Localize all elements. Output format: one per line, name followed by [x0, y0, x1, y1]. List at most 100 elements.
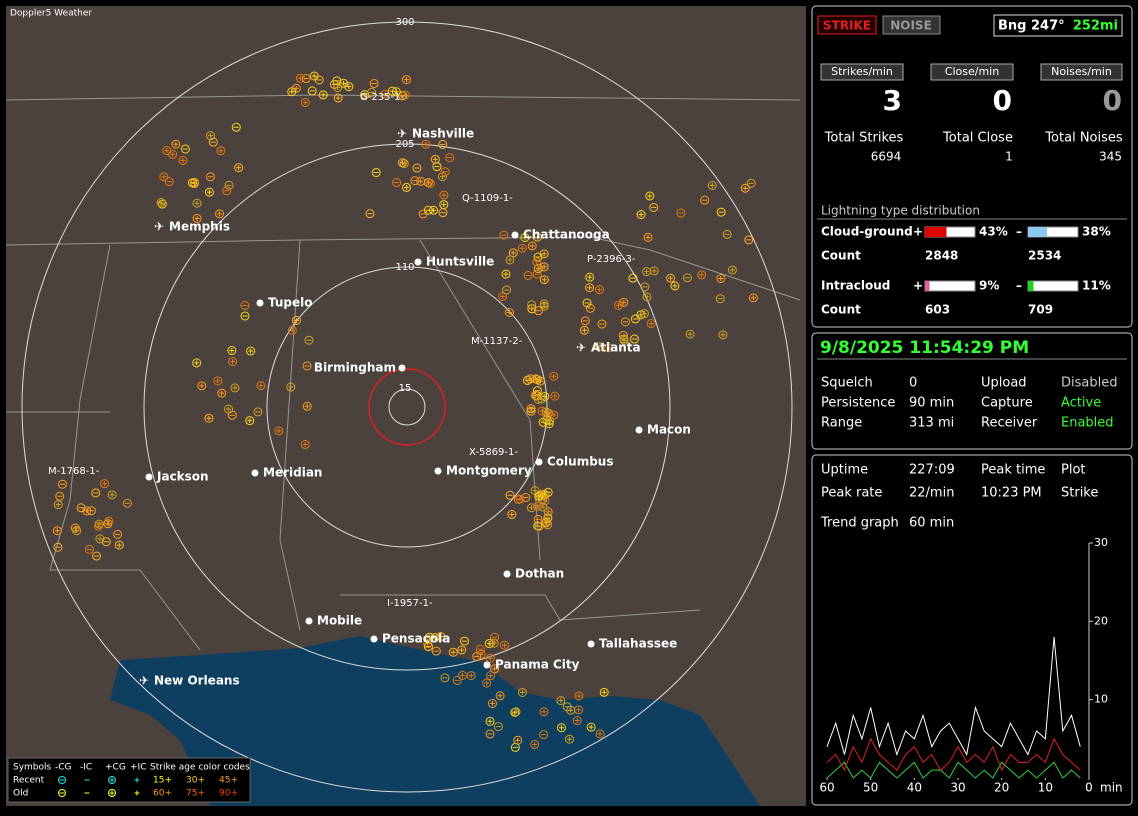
- info-values: Squelch 0 Upload Disabled Persistence 90 min C…: [821, 376, 1117, 431]
- x-tick-label: 50: [863, 781, 878, 795]
- legend-text: 90+: [219, 789, 238, 799]
- strike-symbol: [485, 729, 495, 739]
- strike-symbol: [52, 526, 62, 536]
- strike-sign: [672, 283, 678, 289]
- pct-bar-frame: [924, 280, 976, 292]
- strike-symbol: [168, 149, 178, 159]
- strike-sign: [293, 317, 299, 323]
- strike-sign: [486, 641, 492, 647]
- strike-symbol: [224, 404, 234, 414]
- strike-symbol: [556, 696, 566, 706]
- strike-sign: [645, 234, 651, 240]
- legend-symbol: [109, 790, 115, 796]
- range-label: 15: [399, 383, 412, 394]
- strike-symbol: [192, 213, 202, 223]
- airport-icon: ✈: [397, 127, 407, 141]
- strike-symbol: [204, 413, 214, 423]
- strike-sign: [170, 151, 176, 157]
- city-dot: [511, 231, 519, 239]
- strike-sign: [558, 698, 564, 704]
- strike-sign: [615, 302, 621, 308]
- strike-symbol: [499, 640, 509, 650]
- strike-symbol: [291, 315, 301, 325]
- strike-symbol: [533, 264, 543, 274]
- strike-sign: [644, 294, 650, 300]
- city-dot: [398, 364, 406, 372]
- strike-sign: [302, 442, 308, 448]
- pct-bar-frame: [1027, 280, 1079, 292]
- trend-graph: 30 20 10 60 50 40 30 20 10 0 min: [819, 536, 1122, 795]
- noise-button-label[interactable]: NOISE: [890, 19, 932, 33]
- strike-sign: [487, 655, 493, 661]
- distance: 252mi: [1073, 19, 1118, 34]
- strike-symbol: [240, 301, 250, 311]
- strike-symbol: [495, 691, 505, 701]
- strike-sign: [638, 212, 644, 218]
- strike-sign: [102, 481, 108, 487]
- strike-sign: [293, 85, 299, 91]
- legend-symbol: [58, 789, 66, 797]
- strike-symbol: [397, 158, 407, 168]
- strike-symbol: [539, 275, 549, 285]
- strike-symbol: [391, 87, 401, 97]
- strike-symbol: [539, 707, 549, 717]
- strike-sign: [576, 707, 582, 713]
- strike-sign: [497, 693, 503, 699]
- airport-icon: ✈: [154, 220, 164, 234]
- strike-sign: [362, 92, 368, 98]
- strike-symbol: [682, 273, 692, 283]
- bearing-box: [993, 14, 1123, 37]
- panel: [811, 5, 1133, 328]
- strike-sign: [180, 158, 186, 164]
- noise-button[interactable]: [882, 15, 941, 35]
- strike-sign: [346, 84, 352, 90]
- strike-symbol: [476, 649, 486, 659]
- strike-sign: [506, 309, 512, 315]
- strike-symbol: [628, 273, 638, 283]
- legend-text: 45+: [219, 776, 238, 786]
- strike-label: M-1768-1-: [48, 466, 100, 477]
- strike-sign: [503, 271, 509, 277]
- status-text: 603: [925, 303, 950, 317]
- strike-sign: [399, 160, 405, 166]
- airport-icon: ✈: [576, 341, 586, 355]
- strike-symbol: [240, 311, 250, 321]
- strike-sign: [109, 492, 115, 498]
- strike-symbol: [192, 358, 202, 368]
- stats-text: Plot: [1061, 463, 1086, 478]
- ring: [21, 21, 793, 793]
- strike-sign: [106, 518, 112, 524]
- strike-symbol: [666, 273, 676, 283]
- strike-sign: [219, 390, 225, 396]
- strike-symbol: [55, 491, 65, 501]
- strike-sign: [541, 251, 547, 257]
- strike-sign: [54, 528, 60, 534]
- strike-button[interactable]: [817, 15, 877, 35]
- strike-symbol: [448, 647, 458, 657]
- strike-sign: [487, 718, 493, 724]
- strike-symbol: [475, 644, 485, 654]
- strike-symbol: [213, 376, 223, 386]
- strike-sign: [529, 243, 535, 249]
- strike-sign: [459, 672, 465, 678]
- strike-sign: [459, 647, 465, 653]
- strike-symbol: [180, 144, 190, 154]
- strike-symbol: [511, 707, 521, 717]
- strike-symbol: [100, 479, 110, 489]
- strike-label: Q-1109-1-: [462, 193, 513, 204]
- strike-symbol: [533, 514, 543, 524]
- strike-symbol: [91, 488, 101, 498]
- city-label: Nashville: [412, 127, 474, 141]
- pct-bar: [1028, 227, 1047, 237]
- strike-symbol: [505, 490, 515, 500]
- strike-sign: [517, 496, 523, 502]
- strike-symbol: [371, 168, 381, 178]
- strike-symbol: [425, 178, 435, 188]
- strike-symbol: [230, 383, 240, 393]
- stats-text: 227:09: [909, 463, 955, 478]
- strike-sign: [335, 85, 341, 91]
- legend-text: 15+: [153, 776, 172, 786]
- strike-symbol: [640, 282, 650, 292]
- strike-button-label[interactable]: STRIKE: [823, 19, 871, 33]
- info-text: Squelch: [821, 376, 873, 391]
